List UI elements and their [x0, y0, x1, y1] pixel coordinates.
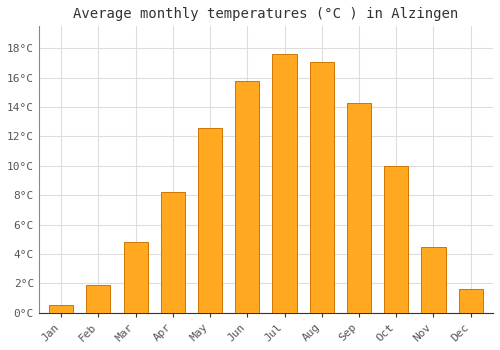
Bar: [49, 305, 73, 313]
Bar: [310, 62, 334, 313]
Bar: [235, 80, 260, 313]
Bar: [384, 166, 408, 313]
Title: Average monthly temperatures (°C ) in Alzingen: Average monthly temperatures (°C ) in Al…: [74, 7, 458, 21]
Bar: [160, 192, 185, 313]
Bar: [347, 103, 371, 313]
Bar: [86, 285, 110, 313]
Bar: [458, 289, 483, 313]
Bar: [272, 54, 296, 313]
Bar: [198, 128, 222, 313]
Bar: [124, 242, 148, 313]
Bar: [422, 246, 446, 313]
